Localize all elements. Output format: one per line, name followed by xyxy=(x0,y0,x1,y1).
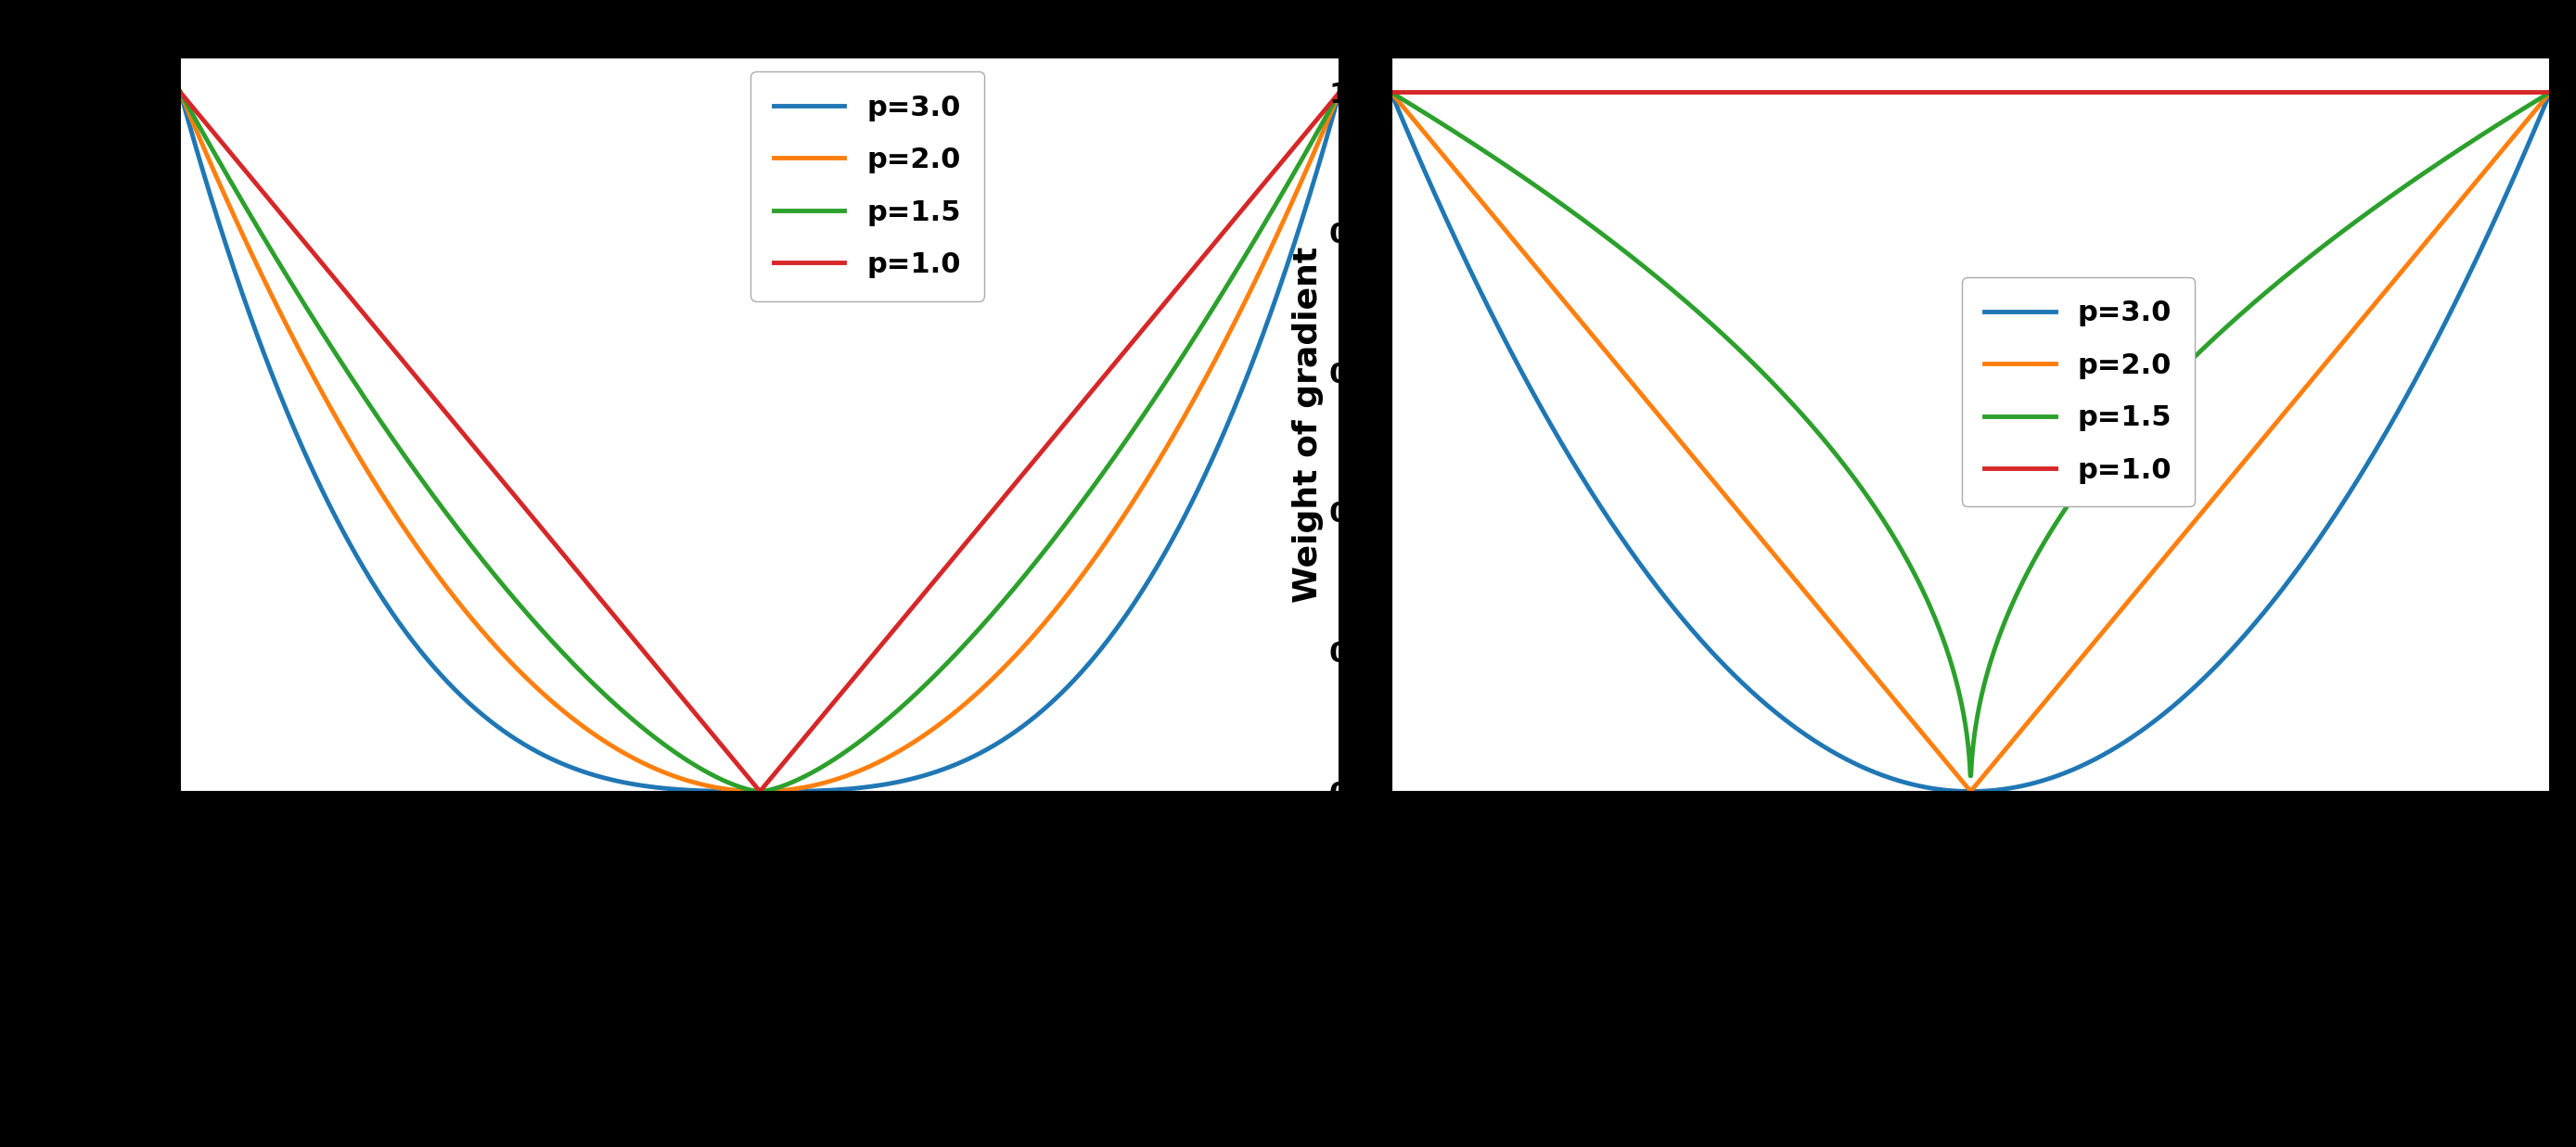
p=1.5 xyxy=(1291,146,1321,159)
Y-axis label: Weight of gradient: Weight of gradient xyxy=(1293,247,1324,602)
p=1.5 xyxy=(1909,586,1940,600)
X-axis label: Prediction error: Prediction error xyxy=(1821,836,2120,867)
p=1.0 xyxy=(1079,382,1110,396)
Legend: p=3.0, p=2.0, p=1.5, p=1.0: p=3.0, p=2.0, p=1.5, p=1.0 xyxy=(752,71,984,301)
p=1.0 xyxy=(224,157,255,171)
p=2.0 xyxy=(2535,85,2566,99)
p=1.0 xyxy=(1435,85,1466,99)
p=1.0 xyxy=(1909,85,1940,99)
p=1.5 xyxy=(2501,106,2532,119)
p=1.5 xyxy=(2535,85,2566,99)
p=1.0 xyxy=(2501,85,2532,99)
p=3.0 xyxy=(1291,201,1321,214)
p=3.0 xyxy=(224,279,255,292)
Line: p=2.0: p=2.0 xyxy=(1391,92,2550,791)
p=2.0 xyxy=(698,780,729,794)
p=1.5 xyxy=(1435,122,1466,135)
p=1.0 xyxy=(2501,85,2532,99)
p=1.5 xyxy=(1955,768,1986,782)
p=2.0 xyxy=(1955,785,1986,798)
p=2.0 xyxy=(1324,85,1355,99)
p=2.0 xyxy=(1909,728,1940,742)
p=1.0 xyxy=(1291,126,1321,140)
p=1.0 xyxy=(2287,85,2318,99)
p=1.5 xyxy=(1079,479,1110,493)
p=2.0 xyxy=(165,85,196,99)
p=3.0 xyxy=(1079,651,1110,665)
p=3.0 xyxy=(1291,198,1321,212)
p=2.0 xyxy=(1940,765,1971,779)
X-axis label: Prediction error: Prediction error xyxy=(611,836,909,867)
p=1.0 xyxy=(1324,85,1355,99)
p=2.0 xyxy=(2501,125,2532,139)
p=1.0 xyxy=(165,85,196,99)
p=1.0 xyxy=(744,785,775,798)
p=1.5 xyxy=(165,85,196,99)
p=1.0 xyxy=(1940,85,1971,99)
p=3.0 xyxy=(1940,785,1971,798)
p=1.0 xyxy=(1376,85,1406,99)
p=3.0 xyxy=(729,785,760,798)
p=1.5 xyxy=(1940,669,1971,682)
p=1.0 xyxy=(729,765,760,779)
p=3.0 xyxy=(2290,553,2321,567)
p=2.0 xyxy=(1079,553,1110,567)
Line: p=1.5: p=1.5 xyxy=(180,92,1340,791)
p=2.0 xyxy=(2290,382,2321,396)
p=3.0 xyxy=(1435,221,1466,235)
Line: p=1.5: p=1.5 xyxy=(1391,92,2550,775)
p=3.0 xyxy=(1909,780,1940,794)
p=3.0 xyxy=(1955,785,1986,798)
p=3.0 xyxy=(2501,163,2532,177)
p=2.0 xyxy=(1291,164,1321,178)
p=1.5 xyxy=(1376,85,1406,99)
p=2.0 xyxy=(744,785,775,798)
p=3.0 xyxy=(1324,85,1355,99)
Line: p=3.0: p=3.0 xyxy=(180,92,1340,791)
p=1.5 xyxy=(2290,253,2321,267)
p=2.0 xyxy=(1435,157,1466,171)
p=3.0 xyxy=(744,785,775,798)
p=3.0 xyxy=(1376,85,1406,99)
Line: p=2.0: p=2.0 xyxy=(180,92,1340,791)
p=3.0 xyxy=(165,85,196,99)
p=2.0 xyxy=(224,221,255,235)
Y-axis label: Cost: Cost xyxy=(82,383,113,466)
p=1.5 xyxy=(224,189,255,203)
p=1.0 xyxy=(698,728,729,742)
p=2.0 xyxy=(729,785,760,798)
p=1.5 xyxy=(2501,106,2532,119)
p=1.0 xyxy=(2535,85,2566,99)
p=1.5 xyxy=(744,785,775,798)
p=3.0 xyxy=(2501,164,2532,178)
p=2.0 xyxy=(2501,126,2532,140)
p=1.0 xyxy=(1291,125,1321,139)
p=2.0 xyxy=(1376,85,1406,99)
Legend: p=3.0, p=2.0, p=1.5, p=1.0: p=3.0, p=2.0, p=1.5, p=1.0 xyxy=(1963,278,2195,507)
p=1.5 xyxy=(1324,85,1355,99)
p=3.0 xyxy=(2535,85,2566,99)
p=1.5 xyxy=(698,768,729,782)
Line: p=3.0: p=3.0 xyxy=(1391,92,2550,791)
Line: p=1.0: p=1.0 xyxy=(180,92,1340,791)
p=2.0 xyxy=(1291,163,1321,177)
p=1.5 xyxy=(1291,145,1321,158)
p=3.0 xyxy=(698,785,729,798)
p=1.5 xyxy=(729,781,760,795)
